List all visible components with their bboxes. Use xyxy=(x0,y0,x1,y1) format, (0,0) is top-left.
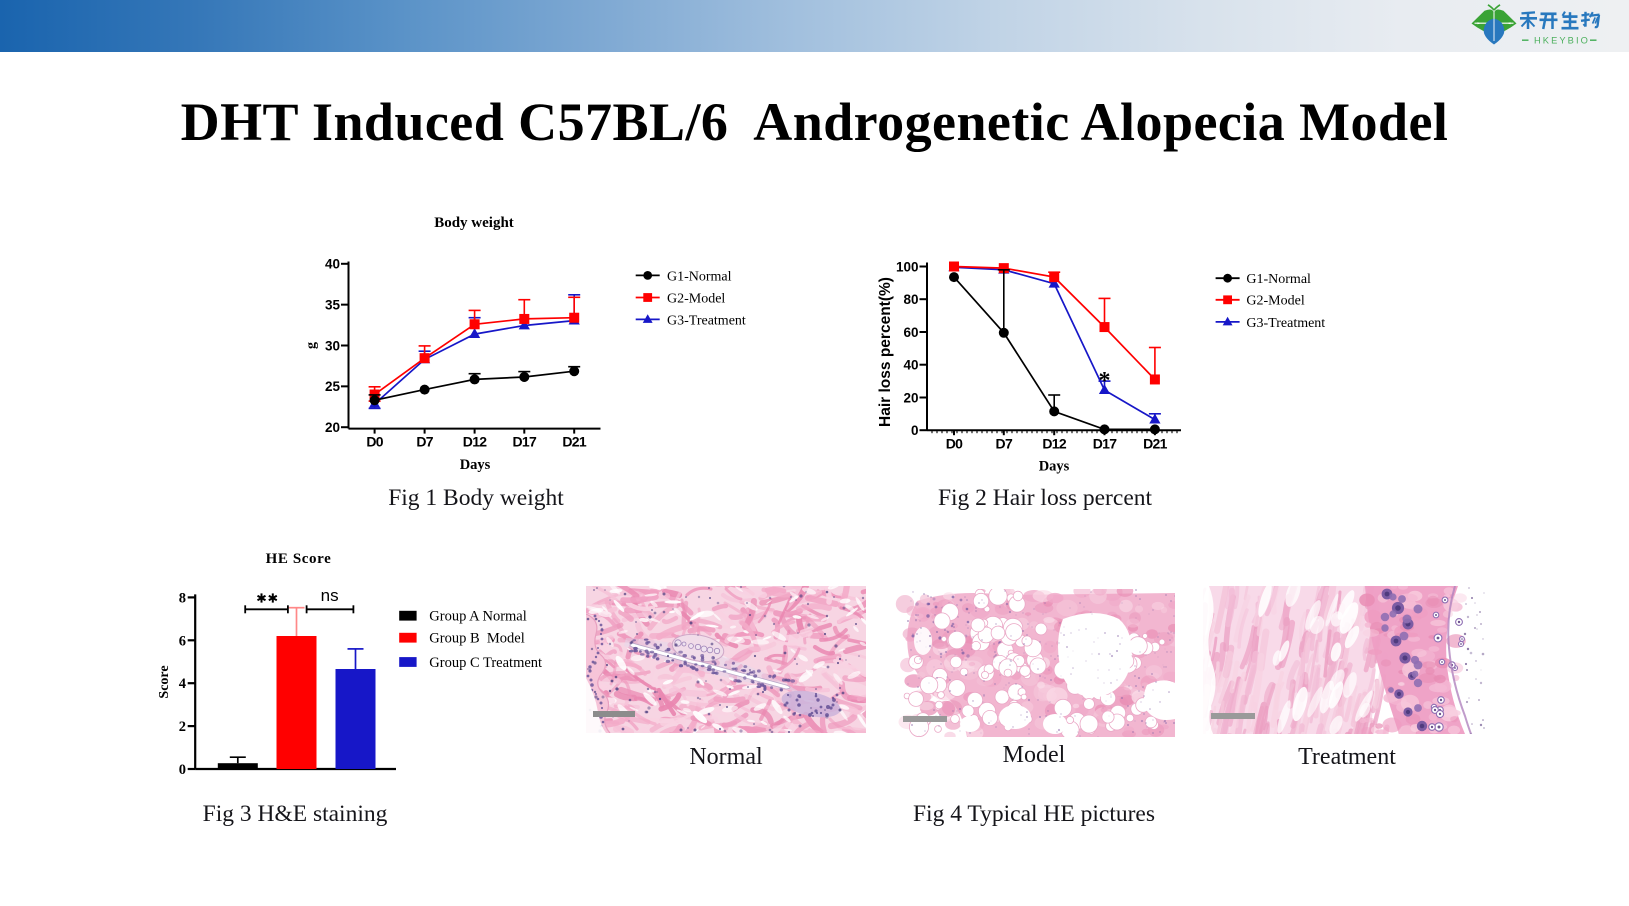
svg-text:Group A Normal: Group A Normal xyxy=(429,609,526,625)
svg-text:25: 25 xyxy=(325,379,341,394)
svg-text:6: 6 xyxy=(179,633,186,649)
svg-text:30: 30 xyxy=(325,338,340,353)
svg-text:Group C Treatment: Group C Treatment xyxy=(429,655,542,671)
svg-text:D12: D12 xyxy=(463,434,487,450)
svg-text:D21: D21 xyxy=(562,434,586,450)
svg-text:G3-Treatment: G3-Treatment xyxy=(667,313,746,328)
svg-text:*: * xyxy=(1099,368,1111,394)
svg-text:D12: D12 xyxy=(1042,436,1066,452)
svg-text:Group B Model: Group B Model xyxy=(429,631,524,647)
svg-text:D0: D0 xyxy=(366,434,383,450)
svg-text:40: 40 xyxy=(903,358,918,373)
svg-text:D17: D17 xyxy=(1093,436,1117,452)
svg-text:Hair loss percent(%): Hair loss percent(%) xyxy=(877,277,894,427)
svg-text:G3-Treatment: G3-Treatment xyxy=(1246,316,1325,331)
svg-text:Body weight: Body weight xyxy=(434,215,514,231)
svg-text:HKEYBIO: HKEYBIO xyxy=(1534,35,1590,45)
svg-text:20: 20 xyxy=(903,390,918,405)
svg-text:HE Score: HE Score xyxy=(266,551,332,567)
svg-text:0: 0 xyxy=(179,762,186,778)
svg-text:Days: Days xyxy=(1039,459,1070,475)
svg-text:4: 4 xyxy=(179,676,186,692)
svg-text:Score: Score xyxy=(157,665,172,698)
svg-text:40: 40 xyxy=(325,257,340,272)
svg-text:80: 80 xyxy=(903,292,918,307)
svg-text:g: g xyxy=(304,342,319,349)
svg-text:0: 0 xyxy=(911,423,919,438)
svg-text:100: 100 xyxy=(896,259,919,274)
svg-text:G1-Normal: G1-Normal xyxy=(667,269,732,284)
svg-text:D7: D7 xyxy=(416,434,433,450)
svg-text:60: 60 xyxy=(903,325,918,340)
svg-text:8: 8 xyxy=(179,590,186,606)
svg-text:2: 2 xyxy=(179,719,186,735)
svg-text:ns: ns xyxy=(321,586,339,605)
svg-text:G2-Model: G2-Model xyxy=(667,291,725,306)
svg-text:G2-Model: G2-Model xyxy=(1246,294,1304,309)
svg-text:20: 20 xyxy=(325,420,340,435)
svg-text:G1-Normal: G1-Normal xyxy=(1246,272,1311,287)
svg-text:D7: D7 xyxy=(996,436,1013,452)
svg-text:D0: D0 xyxy=(946,436,963,452)
svg-text:Days: Days xyxy=(460,457,491,473)
svg-text:35: 35 xyxy=(325,297,341,312)
svg-text:D17: D17 xyxy=(513,434,537,450)
svg-text:D21: D21 xyxy=(1143,436,1167,452)
